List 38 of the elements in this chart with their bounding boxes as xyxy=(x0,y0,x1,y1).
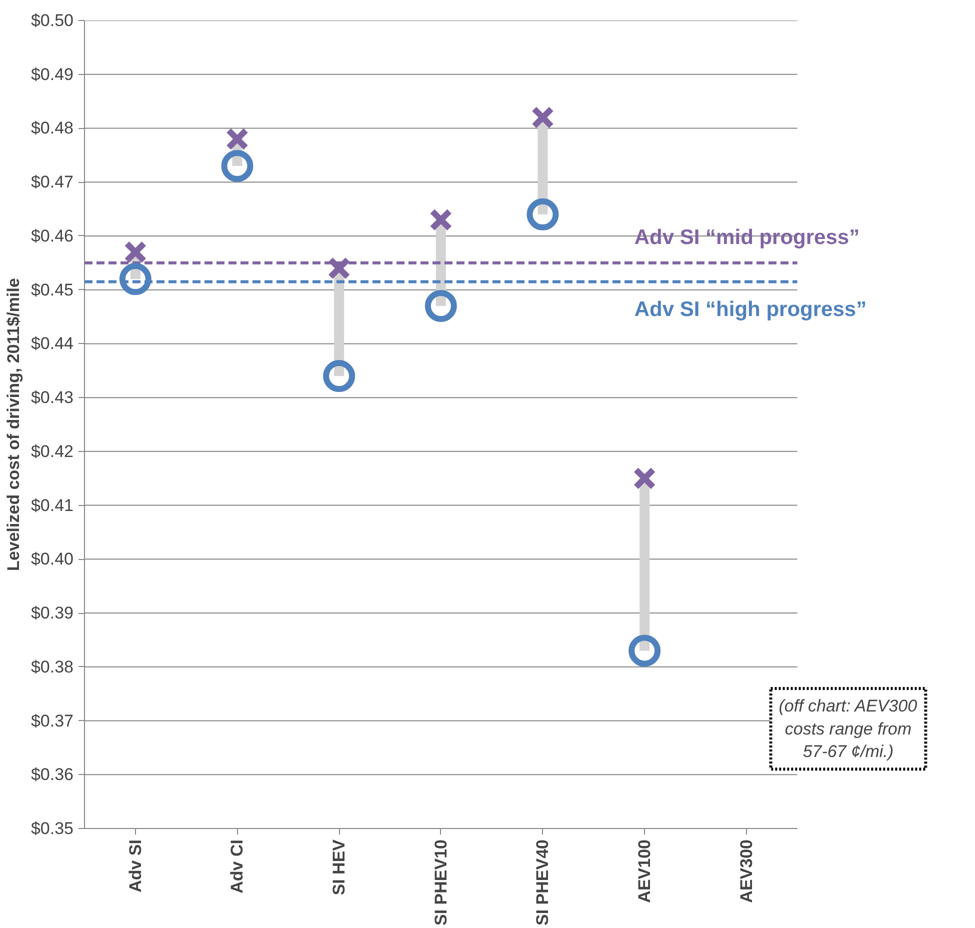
y-tick-label: $0.37 xyxy=(30,711,74,730)
x-tick-label: Adv CI xyxy=(228,839,247,894)
x-tick-label: Adv SI xyxy=(126,839,145,892)
point xyxy=(323,360,356,392)
point xyxy=(526,198,559,230)
y-tick-label: $0.45 xyxy=(30,280,74,300)
point xyxy=(628,634,661,667)
point xyxy=(424,290,457,322)
annotation: (off chart: AEV300 costs range from 57-67 ¢/mi.) xyxy=(778,696,918,762)
y-tick-label: $0.48 xyxy=(30,118,74,138)
x-tick-label: SI PHEV10 xyxy=(431,839,450,926)
x-tick-label: SI HEV xyxy=(330,838,349,896)
point xyxy=(119,263,152,296)
x-tick-label: AEV300 xyxy=(736,839,756,903)
y-tick-label: $0.36 xyxy=(30,765,74,784)
point xyxy=(226,128,249,150)
point xyxy=(429,208,452,232)
point xyxy=(531,106,554,129)
y-tick-label: $0.44 xyxy=(30,334,74,354)
y-tick-label: $0.39 xyxy=(30,604,74,623)
y-tick-label: $0.50 xyxy=(30,11,74,30)
y-tick-label: $0.46 xyxy=(30,226,74,246)
point xyxy=(328,256,351,280)
y-tick-label: $0.49 xyxy=(30,64,74,84)
y-tick-label: $0.35 xyxy=(30,819,74,838)
y-tick-label: $0.41 xyxy=(30,496,74,515)
x-tick-label: AEV100 xyxy=(635,839,654,903)
ref-line-label: Adv SI “high progress” xyxy=(634,298,867,321)
y-tick-label: $0.43 xyxy=(30,388,74,408)
y-axis-title: Levelized cost of driving, 2011$/mile xyxy=(4,278,23,571)
y-tick-label: $0.47 xyxy=(30,172,74,192)
y-tick-label: $0.38 xyxy=(30,657,74,676)
y-tick-label: $0.40 xyxy=(30,550,74,569)
point xyxy=(221,150,254,182)
y-tick-label: $0.42 xyxy=(30,442,74,461)
point xyxy=(124,240,147,264)
point xyxy=(633,466,656,490)
x-tick-label: SI PHEV40 xyxy=(533,839,552,926)
